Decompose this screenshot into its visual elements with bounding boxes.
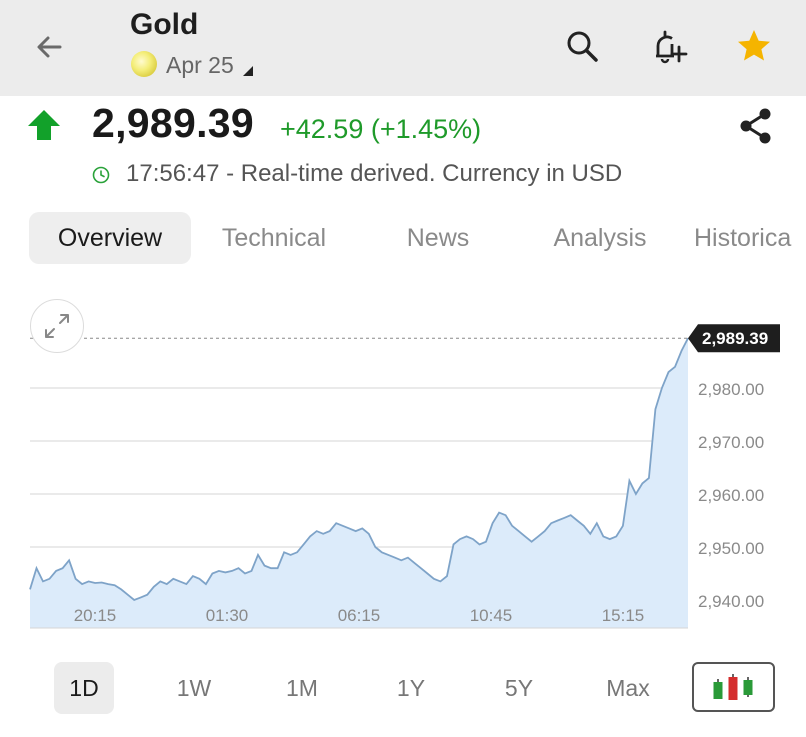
expand-chart-icon[interactable] [30,299,84,353]
x-tick-label: 01:30 [206,606,249,625]
app-header: Gold Apr 25 [0,0,806,96]
last-price-tag [688,324,780,353]
y-tick-label: 2,980.00 [698,380,764,399]
candle-body [743,680,753,695]
price-chart: 2,940.00 2,950.00 2,960.00 2,970.00 2,980.00… [29,324,780,629]
tab-technical[interactable]: Technical [221,224,327,252]
price-area [30,338,688,628]
tab-analysis[interactable]: Analysis [553,224,647,252]
add-alert-icon[interactable] [644,22,692,70]
price-change: +42.59 (+1.45%) [280,114,482,144]
x-tick-label: 15:15 [602,606,645,625]
y-tick-label: 2,950.00 [698,539,764,558]
range-1y[interactable]: 1Y [396,675,426,701]
candle-body [713,682,723,699]
clock-icon [92,166,110,184]
price-up-arrow-icon [26,108,62,142]
tab-news[interactable]: News [406,224,470,252]
price-line [29,337,689,602]
x-tick-label: 20:15 [74,606,117,625]
x-tick-label: 06:15 [338,606,381,625]
y-tick-label: 2,970.00 [698,433,764,452]
last-price-label: 2,989.39 [702,329,768,348]
range-5y[interactable]: 5Y [504,675,534,701]
candle-body [728,677,738,700]
y-tick-label: 2,940.00 [698,592,764,611]
contract-selector[interactable]: Apr 25 [166,52,234,78]
back-arrow-icon[interactable] [30,28,70,68]
quote-status: 17:56:47 - Real-time derived. Currency i… [126,160,623,187]
star-icon[interactable] [730,22,778,70]
candlestick-icon [713,674,753,700]
gold-coin-icon [131,51,157,77]
last-price: 2,989.39 [92,100,254,146]
range-1d[interactable]: 1D [54,662,114,714]
y-tick-label: 2,960.00 [698,486,764,505]
range-1w[interactable]: 1W [176,675,212,701]
x-tick-label: 10:45 [470,606,513,625]
search-icon[interactable] [558,22,606,70]
range-1m[interactable]: 1M [286,675,318,701]
dropdown-caret-icon[interactable] [243,66,253,76]
range-max[interactable]: Max [606,675,650,701]
instrument-title: Gold [130,8,199,41]
tab-overview[interactable]: Overview [29,212,191,264]
share-icon[interactable] [734,104,778,148]
tab-historical[interactable]: Historica [694,224,792,252]
candlestick-toggle-button[interactable] [692,662,775,712]
